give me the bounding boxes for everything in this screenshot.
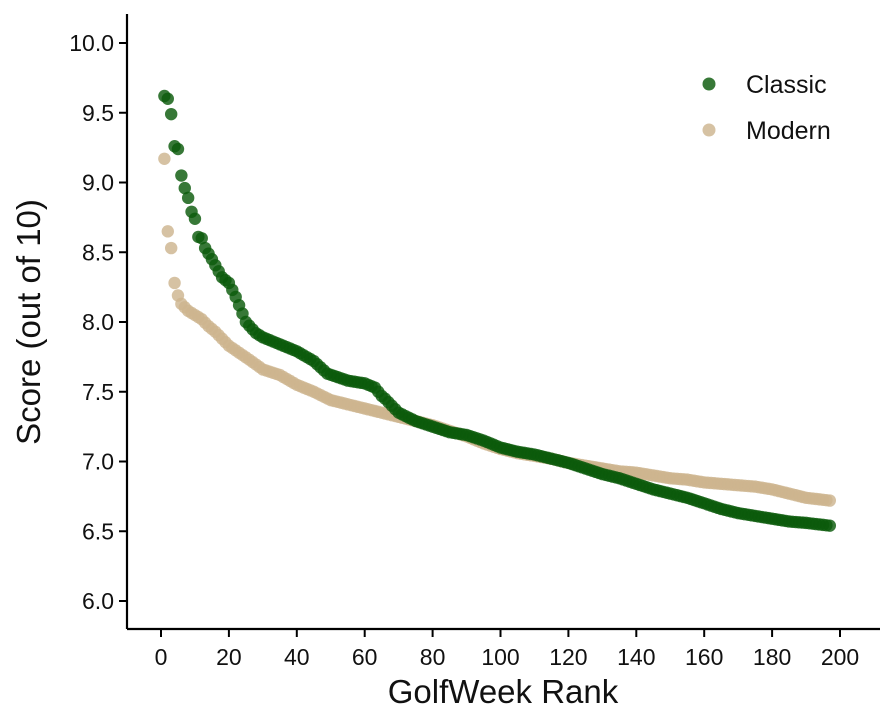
y-tick-label: 7.0	[82, 449, 114, 475]
x-axis-title: GolfWeek Rank	[388, 673, 619, 710]
data-point-classic	[823, 519, 837, 532]
data-point-classic	[161, 92, 174, 106]
x-tick-label: 100	[481, 644, 519, 670]
x-tick-label: 140	[617, 644, 655, 670]
y-tick-label: 8.5	[82, 239, 114, 265]
data-point-classic	[188, 212, 202, 225]
data-point-classic	[175, 169, 188, 182]
data-point-modern	[823, 494, 837, 507]
legend-marker-classic	[702, 77, 716, 91]
x-tick-label: 120	[549, 644, 587, 670]
y-tick-label: 9.0	[82, 170, 114, 196]
data-point-classic	[195, 232, 208, 245]
data-point-classic	[164, 107, 178, 121]
data-point-modern	[158, 152, 171, 165]
y-tick-label: 6.0	[82, 588, 114, 614]
x-axis-ticks: 0 20 40 60 80 100 120 140 160 180 200	[155, 629, 859, 670]
x-tick-label: 40	[284, 644, 310, 670]
legend-marker-modern	[702, 123, 716, 137]
x-tick-label: 80	[420, 644, 446, 670]
y-tick-label: 9.5	[82, 100, 114, 126]
x-tick-label: 60	[352, 644, 378, 670]
data-point-classic	[178, 181, 191, 195]
data-point-classic	[171, 142, 185, 156]
plot-points	[158, 89, 837, 532]
legend: Classic Modern	[702, 71, 831, 145]
data-point-modern	[164, 241, 178, 255]
x-tick-label: 200	[821, 644, 859, 670]
y-axis-title: Score (out of 10)	[10, 199, 47, 445]
y-tick-label: 10.0	[69, 30, 114, 56]
legend-label-modern: Modern	[746, 117, 831, 145]
y-tick-label: 7.5	[82, 379, 114, 405]
data-point-modern	[168, 276, 181, 290]
x-tick-label: 0	[155, 644, 168, 670]
y-tick-label: 8.0	[82, 309, 114, 335]
y-axis-ticks: 6.0 6.5 7.0 7.5 8.0 8.5 9.0 9.5 10.0	[69, 30, 127, 614]
x-tick-label: 160	[685, 644, 723, 670]
legend-label-classic: Classic	[746, 71, 827, 99]
data-point-classic	[181, 191, 195, 205]
y-tick-label: 6.5	[82, 518, 114, 544]
x-tick-label: 180	[753, 644, 791, 670]
data-point-modern	[161, 225, 174, 238]
x-tick-label: 20	[216, 644, 242, 670]
